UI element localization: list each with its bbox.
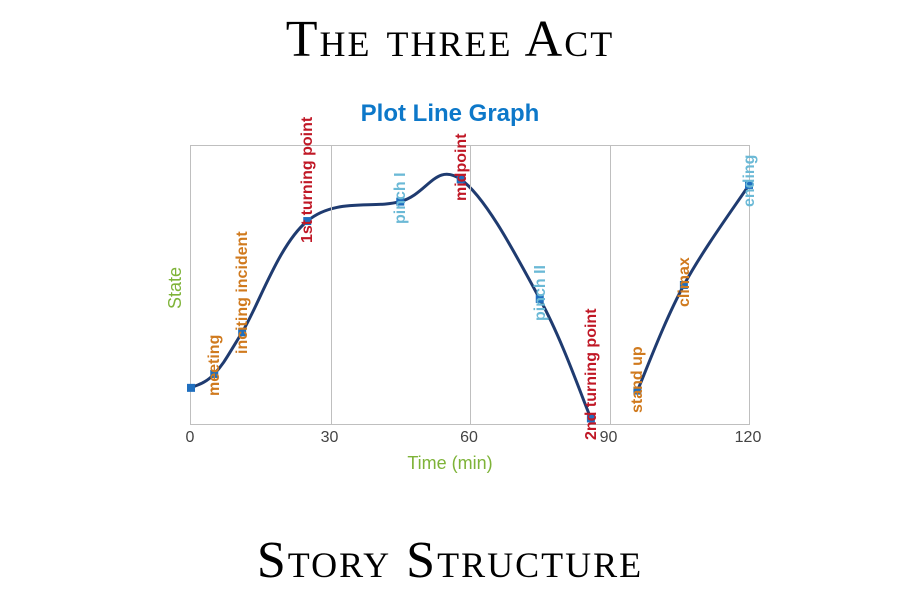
x-tick-label: 0 [186, 429, 195, 447]
plot-marker [187, 384, 195, 392]
point-label: 1st turning point [299, 117, 317, 243]
point-label: stand up [629, 346, 647, 413]
x-tick-label: 90 [600, 429, 618, 447]
point-label: midpoint [453, 134, 471, 202]
point-label: pinch II [532, 265, 550, 321]
x-axis-label: Time (min) [130, 453, 770, 474]
plot-region: meetinginciting incident1st turning poin… [190, 145, 750, 425]
page: The three Act Plot Line Graph State meet… [0, 0, 900, 600]
x-tick-label: 120 [735, 429, 762, 447]
act-divider [610, 146, 611, 424]
headline-top: The three Act [0, 10, 900, 69]
x-tick-label: 60 [460, 429, 478, 447]
point-label: ending [741, 154, 759, 206]
chart-title: Plot Line Graph [130, 100, 770, 128]
point-label: climax [676, 257, 694, 307]
point-label: pinch I [392, 172, 410, 224]
y-axis-label: State [165, 267, 186, 309]
x-tick-label: 30 [321, 429, 339, 447]
point-label: 2nd turning point [583, 309, 601, 441]
chart-area: Plot Line Graph State meeting inciting in… [130, 100, 770, 490]
act-divider [331, 146, 332, 424]
point-label: meeting [206, 335, 224, 396]
point-label: inciting incident [234, 232, 252, 355]
headline-bottom: Story Structure [0, 531, 900, 590]
